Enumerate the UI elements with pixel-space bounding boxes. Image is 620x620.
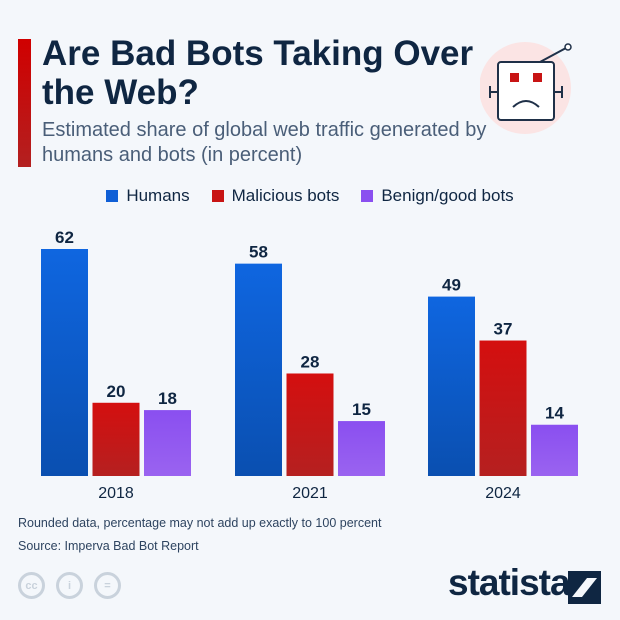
data-label: 15 [352,400,371,419]
legend-label: Benign/good bots [381,186,514,205]
legend-swatch [361,190,374,202]
bar-2021-humans [235,263,282,476]
x-tick-label: 2018 [98,485,134,502]
cc-license-icon[interactable]: cc [18,572,45,599]
bar-2024-malicious-bots [479,340,527,476]
bar-2024-humans [428,296,475,476]
data-label: 58 [249,243,268,262]
source: Source: Imperva Bad Bot Report [18,539,199,553]
no-derivatives-icon[interactable]: = [94,572,121,599]
legend: Humans Malicious bots Benign/good bots [0,186,620,206]
attribution-icon[interactable]: i [56,572,83,599]
legend-item-malicious: Malicious bots [211,186,340,206]
statista-logo-icon [568,571,601,604]
legend-label: Humans [126,186,190,205]
data-label: 14 [545,404,564,423]
sad-robot-icon [479,40,600,155]
bar-2021-benign-good-bots [338,421,385,476]
statista-logo[interactable]: statista [448,562,571,604]
data-label: 62 [55,228,74,247]
bar-2018-malicious-bots [92,402,140,476]
page-title: Are Bad Bots Taking Over the Web? [42,34,474,112]
data-label: 20 [107,382,126,401]
bar-2021-malicious-bots [286,373,334,476]
data-label: 37 [494,320,513,339]
legend-item-benign: Benign/good bots [361,186,514,206]
title-accent-bar [18,39,31,167]
data-label: 18 [158,389,177,408]
x-tick-label: 2024 [485,485,521,502]
bar-2018-humans [41,249,88,476]
data-label: 49 [442,276,461,295]
legend-label: Malicious bots [231,186,340,205]
x-tick-label: 2021 [292,485,328,502]
legend-swatch [211,190,224,202]
bar-2024-benign-good-bots [531,424,578,476]
footnote: Rounded data, percentage may not add up … [18,516,382,530]
legend-swatch [106,190,119,202]
page-subtitle: Estimated share of global web traffic ge… [42,119,487,166]
bar-2018-benign-good-bots [144,410,191,476]
legend-item-humans: Humans [106,186,190,206]
data-label: 28 [301,352,320,371]
logo-text: statista [448,562,571,603]
